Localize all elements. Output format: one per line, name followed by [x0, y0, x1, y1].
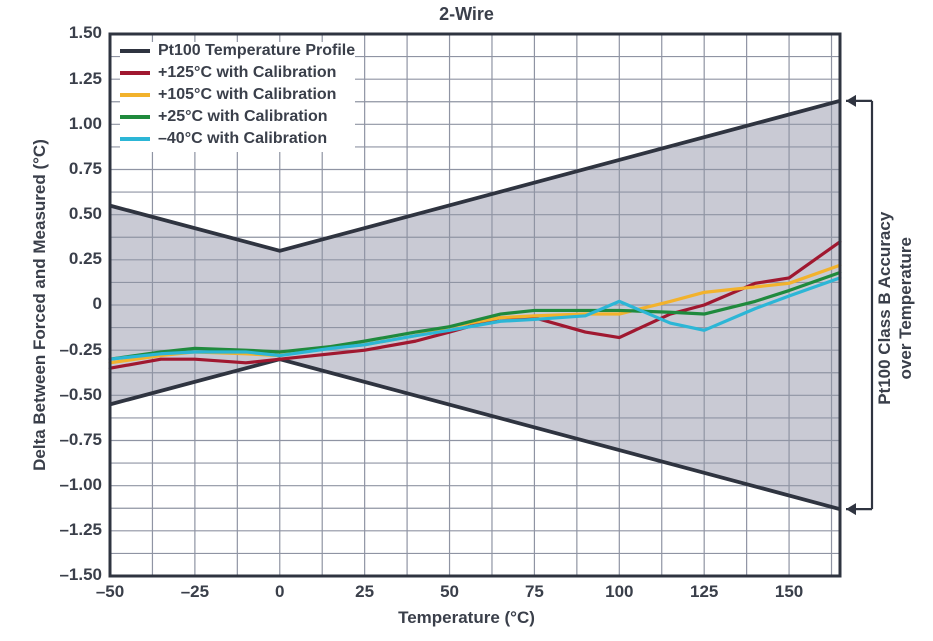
- legend-label: –40°C with Calibration: [158, 130, 327, 148]
- legend-item: +125°C with Calibration: [120, 64, 355, 82]
- legend-swatch: [120, 49, 150, 53]
- legend-label: +105°C with Calibration: [158, 86, 336, 104]
- y-tick-label: 0: [42, 294, 102, 314]
- legend-label: +125°C with Calibration: [158, 64, 336, 82]
- legend-label: Pt100 Temperature Profile: [158, 42, 355, 60]
- x-tick-label: 100: [605, 582, 633, 602]
- x-tick-label: 25: [355, 582, 374, 602]
- legend-item: +25°C with Calibration: [120, 108, 355, 126]
- legend: Pt100 Temperature Profile +125°C with Cal…: [120, 42, 355, 152]
- legend-label: +25°C with Calibration: [158, 108, 328, 126]
- x-tick-label: 75: [525, 582, 544, 602]
- y-tick-label: 0.75: [42, 159, 102, 179]
- side-bracket: [846, 95, 872, 515]
- x-tick-label: 150: [775, 582, 803, 602]
- legend-swatch: [120, 93, 150, 97]
- legend-item: +105°C with Calibration: [120, 86, 355, 104]
- y-tick-label: 0.25: [42, 249, 102, 269]
- x-tick-label: –25: [181, 582, 209, 602]
- x-tick-label: 50: [440, 582, 459, 602]
- y-tick-label: 1.50: [42, 23, 102, 43]
- y-tick-label: –1.50: [42, 565, 102, 585]
- legend-swatch: [120, 137, 150, 141]
- chart-container: 2-Wire Delta Between Forced and Measured…: [0, 0, 933, 641]
- legend-swatch: [120, 71, 150, 75]
- y-tick-label: 0.50: [42, 204, 102, 224]
- y-tick-label: 1.00: [42, 114, 102, 134]
- legend-item: Pt100 Temperature Profile: [120, 42, 355, 60]
- y-tick-label: –0.50: [42, 385, 102, 405]
- y-tick-label: –1.25: [42, 520, 102, 540]
- x-tick-label: 125: [690, 582, 718, 602]
- x-tick-label: –50: [96, 582, 124, 602]
- legend-item: –40°C with Calibration: [120, 130, 355, 148]
- y-tick-label: 1.25: [42, 69, 102, 89]
- y-tick-label: –0.75: [42, 430, 102, 450]
- y-tick-label: –1.00: [42, 475, 102, 495]
- legend-swatch: [120, 115, 150, 119]
- x-tick-label: 0: [275, 582, 284, 602]
- y-tick-label: –0.25: [42, 340, 102, 360]
